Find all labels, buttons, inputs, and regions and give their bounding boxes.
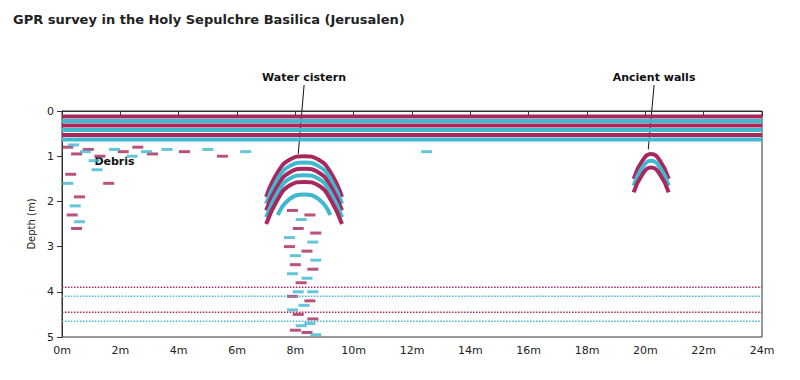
svg-text:2: 2: [47, 195, 54, 208]
svg-text:3: 3: [47, 240, 54, 253]
svg-text:24m: 24m: [750, 344, 775, 357]
svg-text:GPR survey in the Holy Sepulch: GPR survey in the Holy Sepulchre Basilic…: [13, 12, 405, 27]
svg-text:20m: 20m: [633, 344, 658, 357]
svg-text:18m: 18m: [575, 344, 600, 357]
svg-text:1: 1: [47, 150, 54, 163]
svg-text:4: 4: [47, 285, 54, 298]
svg-text:12m: 12m: [400, 344, 425, 357]
svg-text:0m: 0m: [53, 344, 71, 357]
svg-text:16m: 16m: [516, 344, 541, 357]
svg-text:Depth (m): Depth (m): [26, 198, 37, 249]
svg-text:22m: 22m: [691, 344, 716, 357]
svg-text:6m: 6m: [228, 344, 246, 357]
svg-text:10m: 10m: [341, 344, 366, 357]
svg-text:Debris: Debris: [94, 155, 135, 169]
svg-text:14m: 14m: [458, 344, 483, 357]
svg-text:4m: 4m: [170, 344, 188, 357]
svg-text:8m: 8m: [286, 344, 304, 357]
svg-text:Water cistern: Water cistern: [262, 71, 346, 84]
svg-text:0: 0: [47, 105, 54, 118]
svg-text:Ancient walls: Ancient walls: [613, 71, 696, 84]
svg-text:5: 5: [47, 331, 54, 344]
svg-text:2m: 2m: [111, 344, 129, 357]
